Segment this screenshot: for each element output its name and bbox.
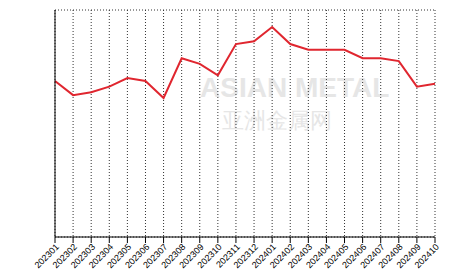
svg-text:202306: 202306 bbox=[123, 241, 152, 271]
svg-text:202405: 202405 bbox=[322, 241, 351, 271]
svg-text:202401: 202401 bbox=[249, 241, 279, 271]
svg-text:202409: 202409 bbox=[394, 241, 423, 271]
svg-text:202404: 202404 bbox=[304, 241, 333, 271]
svg-text:202311: 202311 bbox=[214, 241, 242, 270]
svg-text:202302: 202302 bbox=[50, 241, 79, 271]
svg-text:202310: 202310 bbox=[195, 241, 224, 271]
svg-text:202406: 202406 bbox=[340, 241, 369, 271]
svg-text:202301: 202301 bbox=[32, 241, 61, 271]
svg-text:202303: 202303 bbox=[68, 241, 98, 271]
svg-text:202307: 202307 bbox=[141, 241, 170, 271]
svg-text:202407: 202407 bbox=[358, 241, 387, 271]
svg-text:202309: 202309 bbox=[177, 241, 206, 271]
svg-text:202312: 202312 bbox=[231, 241, 260, 271]
svg-text:202408: 202408 bbox=[376, 241, 405, 271]
svg-text:202305: 202305 bbox=[105, 241, 134, 271]
svg-text:202402: 202402 bbox=[267, 241, 297, 271]
html-text:ASIAN METAL: ASIAN METAL bbox=[200, 72, 390, 103]
svg-text:202403: 202403 bbox=[285, 241, 315, 271]
html-text:亚洲金属网: 亚洲金属网 bbox=[222, 108, 332, 133]
svg-text:202410: 202410 bbox=[413, 242, 441, 270]
svg-text:202308: 202308 bbox=[159, 241, 188, 271]
svg-text:202304: 202304 bbox=[86, 241, 116, 271]
